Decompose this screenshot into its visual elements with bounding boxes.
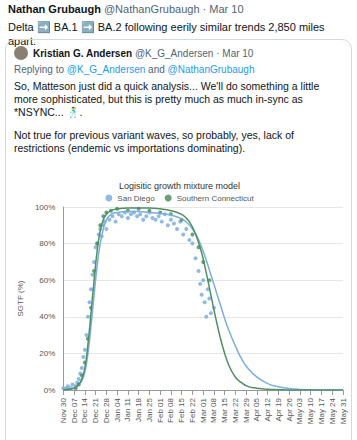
svg-text:40%: 40% — [39, 312, 55, 321]
svg-text:Dec 14: Dec 14 — [80, 397, 89, 423]
svg-text:Jan 25: Jan 25 — [145, 397, 154, 422]
svg-text:Feb 22: Feb 22 — [188, 397, 197, 422]
svg-text:Mar 22: Mar 22 — [231, 397, 240, 422]
html-text:Delta ➡️ BA.1 ➡️ BA.2 followin: Delta ➡️ BA.1 ➡️ BA.2 following eerily s… — [8, 21, 325, 47]
html-text:Not true for previous variant: Not true for previous variant waves, so … — [14, 129, 294, 154]
html-text:Replying to @K_G_Andersen and: Replying to @K_G_Andersen and @NathanGru… — [14, 64, 255, 75]
svg-text:SGTF (%): SGTF (%) — [16, 280, 25, 316]
svg-text:100%: 100% — [35, 203, 55, 212]
svg-text:Jan 04: Jan 04 — [113, 397, 122, 422]
svg-text:Mar 29: Mar 29 — [242, 397, 251, 422]
svg-text:Feb 08: Feb 08 — [166, 397, 175, 422]
html-text:Kristian G. Andersen @K_G_Ande: Kristian G. Andersen @K_G_Andersen · Mar… — [33, 47, 254, 59]
svg-text:20%: 20% — [39, 349, 55, 358]
svg-text:0%: 0% — [44, 386, 56, 395]
html-text:Nathan Grubaugh @NathanGrubaug: Nathan Grubaugh @NathanGrubaugh · Mar 10 — [8, 3, 244, 15]
svg-text:Jan 11: Jan 11 — [123, 397, 132, 421]
svg-text:Apr 05: Apr 05 — [252, 397, 261, 421]
svg-text:60%: 60% — [39, 276, 55, 285]
svg-text:May 24: May 24 — [328, 397, 337, 424]
svg-text:Logisitic growth mixture model: Logisitic growth mixture model — [119, 181, 240, 191]
svg-text:Jan 18: Jan 18 — [134, 397, 143, 422]
svg-text:May 03: May 03 — [295, 397, 304, 424]
svg-text:Mar 15: Mar 15 — [220, 397, 229, 422]
svg-text:Dec 07: Dec 07 — [70, 397, 79, 423]
svg-text:Mar 01: Mar 01 — [199, 397, 208, 422]
svg-text:Apr 19: Apr 19 — [274, 397, 283, 421]
html-text:So, Matteson just did a quick: So, Matteson just did a quick analysis..… — [14, 80, 320, 118]
svg-text:May 31: May 31 — [339, 397, 348, 424]
svg-text:Mar 08: Mar 08 — [209, 397, 218, 422]
svg-text:Apr 12: Apr 12 — [263, 397, 272, 421]
svg-text:Southern Connecticut: Southern Connecticut — [177, 194, 255, 203]
svg-text:May 17: May 17 — [317, 397, 326, 424]
svg-text:Dec 21: Dec 21 — [91, 397, 100, 423]
svg-text:Feb 15: Feb 15 — [177, 397, 186, 422]
svg-text:San Diego: San Diego — [117, 194, 155, 203]
svg-text:Feb 01: Feb 01 — [156, 397, 165, 422]
svg-text:Dec 28: Dec 28 — [102, 397, 111, 423]
svg-text:Nov 30: Nov 30 — [59, 397, 68, 423]
svg-text:Apr 26: Apr 26 — [285, 397, 294, 421]
svg-text:80%: 80% — [39, 239, 55, 248]
svg-text:May 10: May 10 — [306, 397, 315, 424]
